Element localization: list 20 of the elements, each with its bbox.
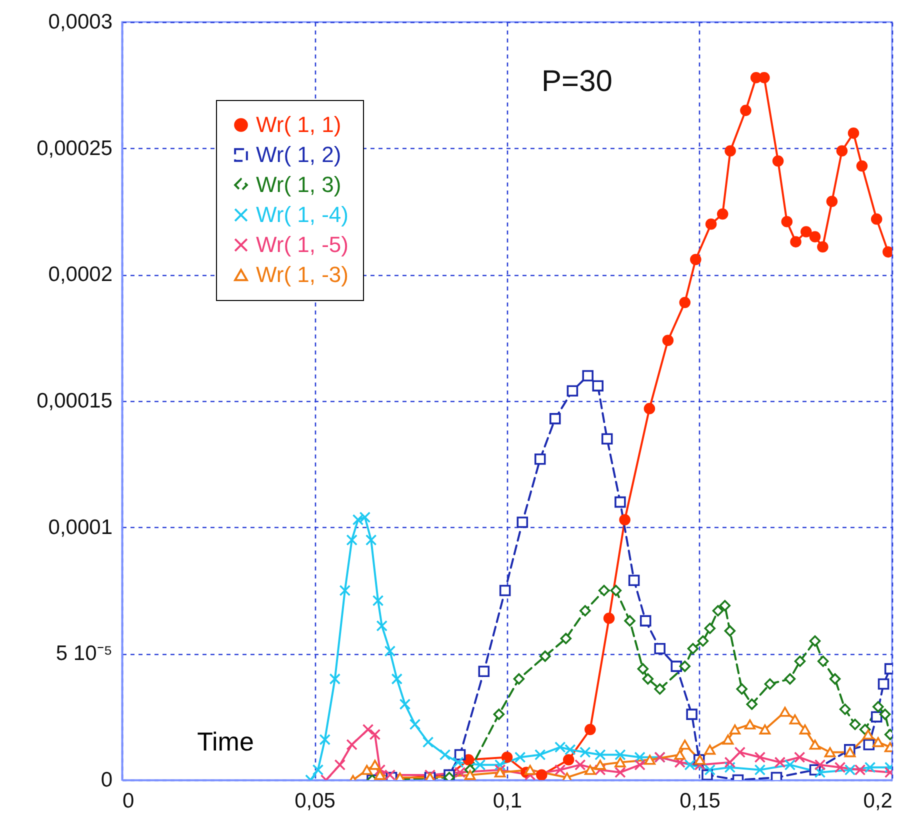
y-tick-label: 0 <box>100 768 112 792</box>
x-tick-label: 0,1 <box>492 790 522 812</box>
x-axis-title: Time <box>197 726 254 756</box>
legend-label: Wr( 1, -5) <box>256 232 348 257</box>
x-tick-label: 0,05 <box>294 790 336 812</box>
y-tick-label: 5 10⁻⁵ <box>56 642 112 666</box>
legend-label: Wr( 1, -3) <box>256 262 348 287</box>
annotation: P=30 <box>542 65 612 98</box>
legend-label: Wr( 1, 2) <box>256 142 342 167</box>
x-tick-label: 0,2 <box>863 790 892 812</box>
y-tick-label: 0,00015 <box>36 390 112 412</box>
x-tick-label: 0 <box>122 790 134 812</box>
legend-label: Wr( 1, 1) <box>256 112 342 137</box>
legend-label: Wr( 1, -4) <box>256 202 348 227</box>
y-tick-label: 0,0002 <box>48 263 112 286</box>
legend-label: Wr( 1, 3) <box>256 172 342 197</box>
y-tick-label: 0,0003 <box>48 10 112 34</box>
y-tick-label: 0,0001 <box>48 516 112 539</box>
x-tick-label: 0,15 <box>680 790 720 812</box>
y-tick-label: 0,00025 <box>36 136 112 160</box>
